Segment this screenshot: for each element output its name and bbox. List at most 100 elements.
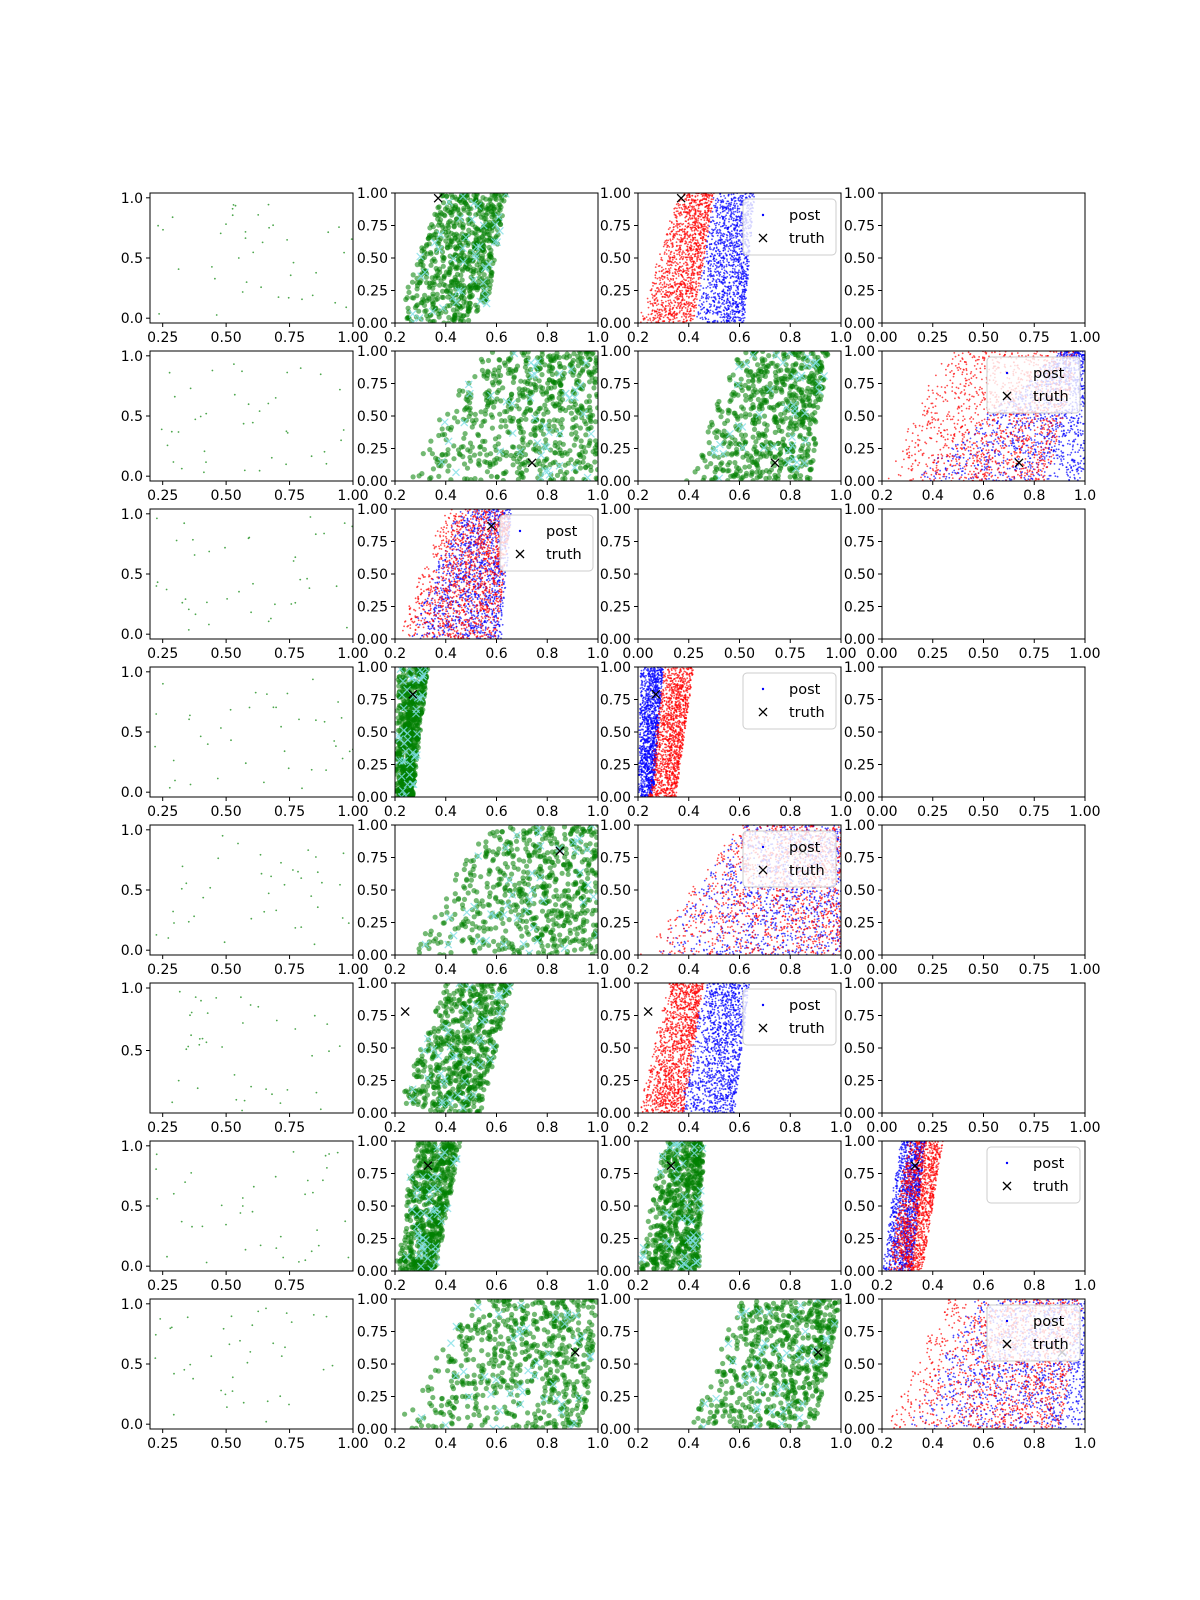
post-point-blue xyxy=(730,230,733,233)
post-point-blue xyxy=(715,230,718,233)
y-tick-label: 1.00 xyxy=(600,344,631,360)
post-point-red xyxy=(693,268,696,270)
post-point-blue xyxy=(736,229,739,231)
posterior-point xyxy=(420,451,426,457)
post-point-red xyxy=(669,307,671,310)
post-point-red xyxy=(655,272,658,274)
posterior-point xyxy=(747,412,753,418)
posterior-point xyxy=(522,386,528,392)
post-point-red xyxy=(687,218,690,221)
post-point-blue xyxy=(722,319,725,321)
sample-point xyxy=(338,226,340,229)
post-point-red xyxy=(691,305,694,308)
post-point-blue xyxy=(702,293,705,295)
post-point-red xyxy=(682,321,684,323)
posterior-point xyxy=(803,394,809,400)
sample-point xyxy=(292,261,295,264)
cyan-marker xyxy=(459,193,467,201)
post-point-red xyxy=(670,250,673,253)
x-tick-label: 0.75 xyxy=(274,488,305,504)
posterior-point xyxy=(755,373,761,380)
posterior-point xyxy=(437,269,443,275)
post-point-red xyxy=(704,228,707,231)
posterior-point xyxy=(454,279,460,285)
cyan-marker xyxy=(801,409,809,418)
post-point-blue xyxy=(738,207,741,210)
post-point-blue xyxy=(722,288,725,291)
posterior-point xyxy=(760,391,766,397)
cyan-marker xyxy=(449,254,458,263)
posterior-point xyxy=(421,297,427,304)
post-point-blue xyxy=(728,242,731,245)
post-point-red xyxy=(699,199,702,202)
post-point-red xyxy=(662,245,665,248)
post-point-red xyxy=(654,289,657,292)
post-point-blue xyxy=(723,227,726,230)
post-point-blue xyxy=(718,221,721,224)
post-point-blue xyxy=(714,204,717,207)
cyan-marker xyxy=(530,362,539,371)
cyan-marker xyxy=(789,455,798,464)
posterior-point xyxy=(800,418,806,424)
cyan-marker xyxy=(469,199,478,208)
post-point-red xyxy=(662,290,664,293)
post-point-red xyxy=(675,231,678,233)
cyan-marker xyxy=(555,369,564,378)
sample-point xyxy=(214,277,216,280)
post-point-red xyxy=(656,299,659,302)
y-tick-label: 1.00 xyxy=(600,186,631,202)
post-point-blue xyxy=(713,301,716,304)
posterior-point xyxy=(477,451,483,457)
posterior-point xyxy=(502,470,508,476)
cyan-marker xyxy=(785,351,794,357)
post-point-red xyxy=(700,245,702,247)
post-point-red xyxy=(661,304,664,307)
post-point-blue xyxy=(740,293,743,296)
post-point-blue xyxy=(723,265,726,268)
posterior-point xyxy=(726,468,732,474)
post-point-red xyxy=(685,205,687,208)
post-point-red xyxy=(690,202,693,204)
post-point-blue xyxy=(741,197,744,200)
post-point-blue xyxy=(739,258,742,261)
post-point-red xyxy=(657,321,659,323)
cyan-marker xyxy=(494,213,503,221)
post-point-red xyxy=(669,253,672,256)
posterior-point xyxy=(432,231,438,237)
post-point-blue xyxy=(726,258,728,260)
post-point-red xyxy=(707,224,709,227)
post-point-blue xyxy=(733,271,735,274)
post-point-blue xyxy=(730,199,733,202)
post-point-red xyxy=(705,193,708,196)
post-point-blue xyxy=(717,312,719,314)
post-point-red xyxy=(681,238,683,240)
post-point-red xyxy=(699,215,701,218)
post-point-red xyxy=(686,313,688,316)
post-point-blue xyxy=(739,224,741,227)
post-point-blue xyxy=(743,297,746,299)
cyan-marker xyxy=(542,443,551,452)
post-point-red xyxy=(684,242,686,245)
post-point-blue xyxy=(726,312,728,315)
post-point-red xyxy=(703,245,706,248)
cyan-marker xyxy=(516,447,525,456)
post-point-blue xyxy=(709,246,711,249)
post-point-red xyxy=(688,276,690,279)
post-point-blue xyxy=(747,264,750,267)
post-point-red xyxy=(666,244,669,247)
post-point-blue xyxy=(717,262,720,264)
posterior-point xyxy=(537,384,544,390)
post-point-blue xyxy=(737,288,739,291)
post-point-red xyxy=(687,270,690,272)
post-point-blue xyxy=(983,466,986,468)
posterior-point xyxy=(458,272,464,278)
cyan-marker xyxy=(801,436,810,445)
post-point-blue xyxy=(724,252,727,255)
post-point-blue xyxy=(731,244,734,247)
post-point-red xyxy=(657,303,660,305)
posterior-point xyxy=(568,410,575,416)
post-point-red xyxy=(664,293,666,296)
posterior-point xyxy=(461,461,468,467)
y-tick-label: 1.00 xyxy=(844,186,875,202)
post-point-red xyxy=(652,285,654,287)
